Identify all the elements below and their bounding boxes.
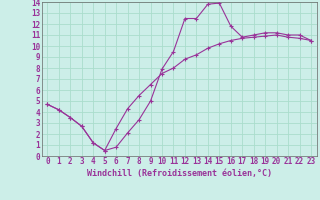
X-axis label: Windchill (Refroidissement éolien,°C): Windchill (Refroidissement éolien,°C) [87, 169, 272, 178]
